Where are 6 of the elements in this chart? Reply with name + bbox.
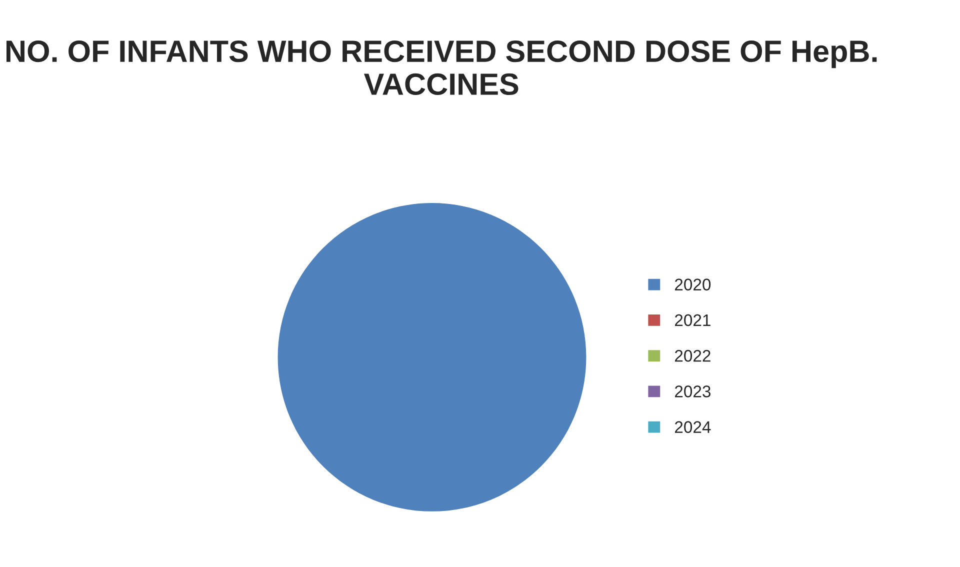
legend-label: 2023: [674, 386, 710, 398]
chart-title: NO. OF INFANTS WHO RECEIVED SECOND DOSE OF HepB. VACCINES: [6, 40, 877, 96]
legend-label: 2024: [674, 421, 711, 433]
legend-label: 2020: [674, 278, 711, 290]
legend-label: 2021: [674, 314, 710, 326]
legend-label: 2022: [674, 350, 710, 362]
